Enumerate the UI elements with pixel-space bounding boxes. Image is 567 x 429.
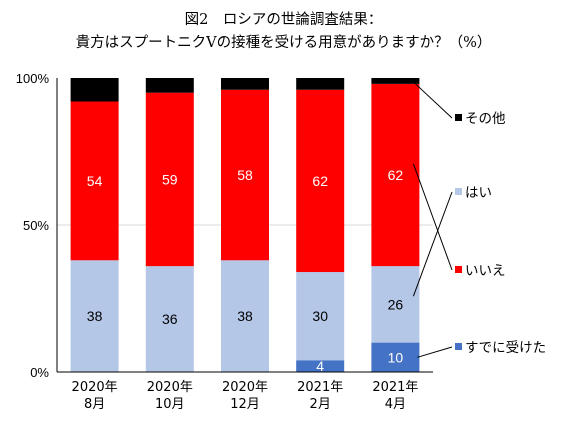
legend-marker (455, 114, 462, 121)
legend-leader-line (413, 81, 453, 119)
chart-subtitle: 貴方はスプートニクVの接種を受ける用意がありますか？（%） (75, 35, 492, 51)
bar-segment (70, 260, 119, 372)
x-tick-label: 2021年 (372, 380, 418, 395)
x-tick-label: 4月 (385, 397, 406, 412)
data-label: 4 (316, 358, 324, 374)
x-tick-label: 2021年 (297, 380, 343, 395)
x-tick-label: 2月 (310, 397, 331, 412)
bar-segment (296, 78, 345, 90)
data-label: 54 (87, 173, 103, 189)
data-label: 62 (312, 173, 328, 189)
data-label: 26 (388, 296, 404, 312)
data-label: 59 (162, 171, 178, 187)
legend-marker (455, 343, 462, 350)
data-label: 38 (237, 308, 253, 324)
bar-segment (296, 89, 345, 273)
legend-label: はい (465, 185, 492, 201)
legend-leader-line (417, 346, 453, 358)
x-tick-label: 8月 (84, 397, 105, 412)
legend-label: その他 (465, 111, 506, 127)
x-tick-label: 2020年 (222, 380, 268, 395)
legend-label: いいえ (465, 263, 506, 279)
data-label: 10 (388, 349, 404, 365)
x-tick-label: 12月 (230, 397, 260, 412)
bar-segment (371, 266, 420, 343)
data-label: 30 (312, 308, 328, 324)
legend-marker (455, 266, 462, 273)
bar-segment (145, 92, 194, 267)
y-tick-label: 0% (30, 365, 49, 380)
x-tick-label: 2020年 (72, 380, 118, 395)
data-label: 62 (388, 167, 404, 183)
bar-segment (145, 78, 194, 93)
legend-marker (455, 188, 462, 195)
bar-segment (371, 83, 420, 267)
bar-segment (296, 272, 345, 361)
legend-leader-line (412, 191, 453, 297)
x-tick-label: 10月 (155, 397, 185, 412)
bar-segment (70, 101, 119, 261)
y-tick-label: 50% (23, 218, 49, 233)
bar-segment (221, 78, 269, 90)
bar-segment (221, 89, 269, 261)
legend-label: すでに受けた (465, 340, 546, 356)
y-tick-label: 100% (16, 71, 50, 86)
data-label: 36 (162, 311, 178, 327)
bar-segment (371, 342, 420, 372)
bar-segment (221, 260, 269, 372)
chart-title: 図2 ロシアの世論調査結果： (184, 12, 383, 28)
bar-segment (296, 360, 345, 372)
bar-segment (70, 78, 119, 102)
x-tick-label: 2020年 (147, 380, 193, 395)
data-label: 58 (237, 167, 253, 183)
data-label: 38 (87, 308, 103, 324)
legend-leader-line (412, 163, 453, 271)
bar-segment (145, 266, 194, 372)
bar-segment (371, 78, 420, 84)
